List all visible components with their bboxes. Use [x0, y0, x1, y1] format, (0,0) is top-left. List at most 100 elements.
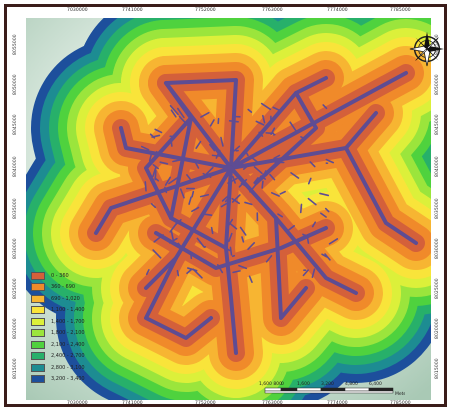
legend-swatch	[31, 340, 45, 349]
left-coordinate-tick: 8015000	[13, 358, 18, 379]
legend-item: 0 - 360	[31, 270, 117, 282]
road-segment	[150, 203, 157, 209]
road-segment	[154, 169, 157, 181]
bottom-coordinate-tick: 7030000	[67, 401, 88, 406]
road-segment	[253, 177, 259, 184]
road-axis	[224, 166, 238, 355]
road-segment	[260, 102, 272, 111]
road-segment	[226, 218, 234, 228]
bottom-coordinate-tick: 7763000	[262, 401, 283, 406]
road-segment	[178, 115, 189, 126]
road-segment	[261, 170, 267, 180]
road-segment	[196, 237, 205, 248]
road-segment	[247, 242, 256, 251]
road-segment	[194, 161, 200, 169]
scale-label: 3,200	[321, 381, 334, 387]
left-coordinate-tick: 8020000	[13, 318, 18, 339]
legend-label: 2,800 - 3,100	[51, 364, 85, 371]
road-segment	[324, 253, 331, 261]
distance-buffer-map[interactable]	[26, 18, 431, 400]
road-segment	[270, 192, 280, 197]
bottom-coordinate-tick: 7752000	[195, 401, 216, 406]
road-axis	[229, 71, 408, 170]
road-segment	[242, 163, 251, 170]
road-segment	[299, 203, 303, 214]
road-segment	[233, 145, 241, 152]
scale-label: 4,800	[345, 381, 358, 387]
road-segment	[239, 226, 247, 236]
legend-label: 2,400 - 2,700	[51, 353, 85, 360]
legend-item: 1,800 - 2,100	[31, 328, 117, 340]
road-segment	[172, 158, 183, 163]
road-segment	[290, 172, 300, 179]
road-segment	[203, 213, 213, 216]
road-segment	[224, 196, 230, 203]
road-segment	[253, 166, 263, 175]
road-segment	[272, 106, 281, 112]
road-segment	[289, 121, 298, 133]
road-segment	[200, 111, 210, 118]
road-segment	[228, 171, 232, 181]
legend-label: 0 - 360	[51, 272, 69, 279]
road-segment	[152, 167, 157, 178]
road-segment	[176, 269, 180, 277]
road-axis	[154, 226, 328, 270]
road-axis	[144, 116, 228, 250]
legend: 0 - 360 360 - 690 690 - 1,020 1,100 - 1,400…	[31, 270, 117, 385]
road-segment	[311, 268, 316, 278]
left-coordinate-tick: 8050000	[13, 74, 18, 95]
road-segment	[164, 186, 168, 194]
right-coordinate-tick: 8040000	[435, 156, 440, 177]
road-segment	[277, 213, 284, 218]
road-segment	[202, 172, 212, 178]
top-coordinate-tick: 7030000	[67, 8, 88, 13]
road-segment	[232, 175, 236, 184]
legend-item: 2,800 - 3,100	[31, 362, 117, 374]
road-axis	[94, 166, 233, 235]
legend-label: 1,400 - 1,700	[51, 318, 85, 325]
road-segment	[307, 197, 317, 206]
north-arrow-icon	[409, 31, 444, 67]
legend-label: 1,800 - 2,100	[51, 330, 85, 337]
map-area[interactable]	[26, 18, 431, 400]
map-frame: 7030000 7741000 7752000 7763000 7774000 77850…	[4, 4, 447, 407]
road-segment	[177, 242, 181, 246]
left-coordinate-tick: 8030000	[13, 238, 18, 259]
scale-label: 6,400	[369, 381, 382, 387]
right-coordinate-tick: 8035000	[435, 198, 440, 219]
road-segment	[220, 200, 231, 208]
road-segment	[210, 226, 214, 235]
road-segment	[249, 182, 259, 193]
road-segment	[232, 270, 241, 274]
road-segment	[273, 154, 281, 160]
legend-label: 2,100 - 2,400	[51, 341, 85, 348]
legend-swatch	[31, 294, 45, 303]
road-segment	[228, 232, 233, 243]
road-segment	[220, 136, 224, 147]
road-segment	[159, 161, 169, 165]
road-axis	[344, 111, 378, 150]
left-coordinate-tick: 8055000	[13, 34, 18, 55]
top-coordinate-tick: 7752000	[195, 8, 216, 13]
road-segment	[288, 225, 296, 231]
road-segment	[238, 178, 248, 188]
legend-swatch	[31, 271, 45, 280]
road-segment	[170, 109, 177, 118]
road-segment	[148, 151, 153, 162]
road-axis	[119, 126, 233, 170]
road-segment	[324, 207, 330, 213]
road-segment	[261, 180, 264, 189]
legend-label: 3,200 - 3,400	[51, 376, 85, 383]
top-coordinate-tick: 7763000	[262, 8, 283, 13]
road-segment	[325, 158, 335, 164]
legend-item: 2,400 - 2,700	[31, 351, 117, 363]
road-segment	[216, 264, 224, 274]
road-segment	[307, 177, 312, 185]
road-segment	[231, 194, 241, 203]
right-coordinate-tick: 8020000	[435, 318, 440, 339]
legend-item: 2,100 - 2,400	[31, 339, 117, 351]
road-segment	[191, 206, 200, 213]
top-coordinate-tick: 7785000	[390, 8, 411, 13]
road-segment	[179, 188, 185, 199]
road-segment	[190, 252, 193, 260]
